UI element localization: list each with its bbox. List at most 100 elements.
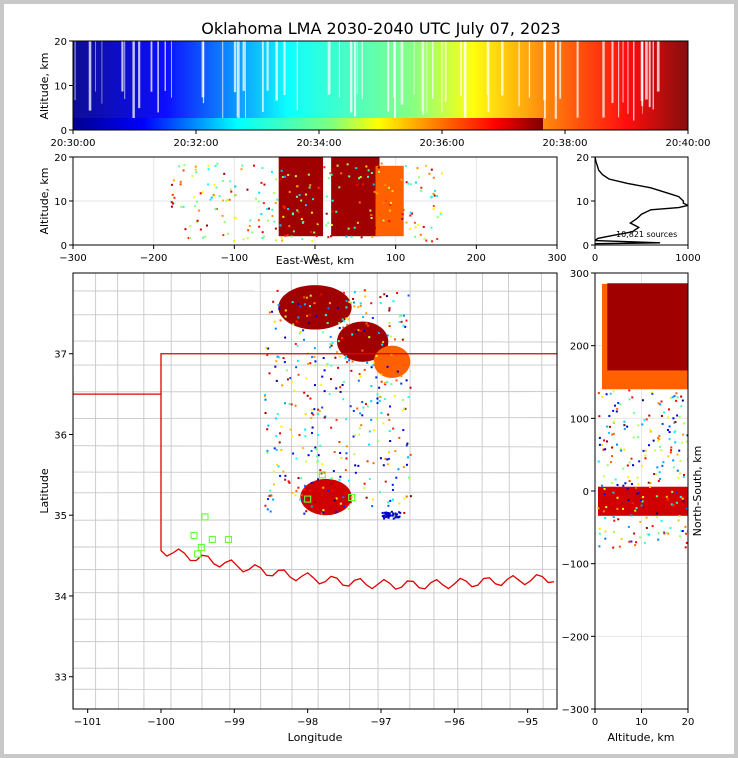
east-west-source [416, 223, 419, 226]
plan-view-source [409, 386, 412, 389]
north-south-source [668, 438, 671, 441]
plan-view-source [268, 372, 271, 375]
plan-view-source [380, 380, 383, 383]
plan-view-source [313, 408, 316, 411]
plan-view-source [321, 406, 324, 409]
east-west-source [221, 214, 224, 217]
east-west-source [221, 180, 224, 183]
plan-view-source [356, 407, 359, 410]
east-west-source [240, 168, 243, 171]
east-west-source [440, 212, 443, 215]
east-west-source [287, 207, 290, 210]
plan-view-source [294, 342, 297, 345]
plan-view-source [293, 389, 296, 392]
north-south-source [612, 432, 615, 435]
north-south-source [630, 483, 633, 486]
east-west-source [377, 170, 380, 173]
east-west-source [225, 199, 228, 202]
plan-view-source [266, 508, 269, 511]
east-west-source [170, 183, 173, 186]
north-south-source [632, 412, 635, 415]
longitude-tick-label: −97 [370, 717, 391, 728]
time-tick-label: 20:34:00 [297, 138, 342, 149]
plan-view-source [323, 369, 326, 372]
time-altitude-ytick-label: 10 [54, 82, 67, 93]
plan-view-source [275, 448, 278, 451]
time-gap [460, 41, 462, 97]
north-south-source [680, 530, 683, 533]
north-south-xtick-label: 20 [682, 717, 695, 728]
east-west-source [170, 205, 173, 208]
time-gap [400, 41, 404, 105]
east-west-source [257, 200, 260, 203]
north-south-source [663, 531, 666, 534]
plan-view-source [398, 436, 401, 439]
plan-view-source [382, 341, 385, 344]
plan-view-source [392, 427, 395, 430]
plan-view-source [397, 468, 400, 471]
county-line [73, 546, 557, 548]
north-south-source [657, 437, 660, 440]
north-south-source [661, 422, 664, 425]
east-west-source [263, 183, 266, 186]
plan-view-source [320, 472, 323, 475]
plan-view-source [405, 495, 408, 498]
plan-view-source [268, 494, 271, 497]
plan-view-source [388, 512, 391, 515]
north-south-source [639, 520, 642, 523]
east-west-source [210, 196, 213, 199]
east-west-source [410, 183, 413, 186]
time-gap [121, 41, 124, 92]
plan-view-source [393, 338, 396, 341]
east-west-sources [170, 157, 443, 243]
east-west-source [270, 170, 273, 173]
plan-view-source [271, 310, 274, 313]
time-altitude-panel: 20:30:00 20:32:00 20:34:00 20:36:00 20:38:00… [38, 37, 710, 149]
plan-view-source [330, 426, 333, 429]
plan-view-source [272, 470, 275, 473]
plan-view-source [391, 488, 394, 491]
time-gap [329, 41, 331, 94]
plan-view-source [360, 424, 363, 427]
latitude-tick-label: 33 [54, 673, 67, 684]
time-gap [501, 41, 504, 96]
county-boundaries [73, 273, 557, 709]
plan-view-source [365, 312, 368, 315]
north-south-source [628, 540, 631, 543]
east-west-source [241, 164, 244, 167]
time-gap [559, 41, 562, 99]
plan-view-source [326, 322, 329, 325]
east-west-source [297, 211, 300, 214]
plan-view-source [307, 454, 310, 457]
north-south-source [628, 389, 631, 392]
north-south-source [686, 434, 688, 437]
north-south-source [609, 392, 612, 395]
plan-view-source [370, 366, 373, 369]
east-west-source [336, 164, 339, 167]
time-gap [387, 41, 390, 112]
station-marker [190, 531, 198, 539]
east-west-source [221, 199, 224, 202]
plan-view-source [397, 516, 400, 519]
north-south-source [674, 441, 677, 444]
plan-view-source [346, 361, 349, 364]
north-south-source [605, 440, 608, 443]
plan-view-source [311, 431, 314, 434]
plan-view-source [329, 482, 332, 485]
east-west-source [194, 204, 197, 207]
north-south-source [598, 545, 601, 548]
plan-view-source [379, 395, 382, 398]
east-west-source [199, 228, 202, 231]
time-gap [421, 41, 423, 111]
plan-view-source [305, 377, 308, 380]
north-south-source [620, 538, 623, 541]
east-west-source [260, 213, 263, 216]
plan-view-source [288, 481, 291, 484]
plan-view-source [317, 478, 320, 481]
plan-view-source [310, 408, 313, 411]
east-west-source [266, 208, 269, 211]
north-south-source [667, 455, 670, 458]
east-west-source [223, 221, 226, 224]
plan-view-source [363, 289, 366, 292]
longitude-tick-label: −95 [517, 717, 538, 728]
